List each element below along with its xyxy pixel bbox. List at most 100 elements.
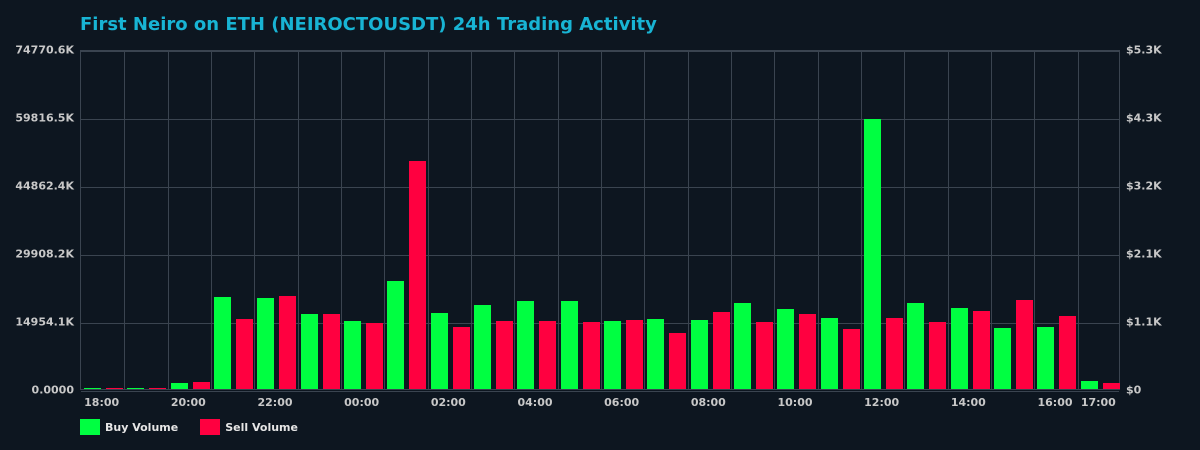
- gridline-vertical: [471, 51, 472, 389]
- x-tick-label: 06:00: [604, 396, 640, 409]
- sell-volume-bar: [1016, 299, 1033, 389]
- buy-volume-bar: [604, 320, 621, 389]
- buy-volume-bar: [214, 297, 231, 389]
- right-y-tick-label: $3.2K: [1126, 179, 1162, 193]
- legend-swatch: [200, 419, 221, 435]
- x-tick-label: 14:00: [950, 396, 986, 409]
- legend: Buy Volume Sell Volume: [80, 419, 320, 435]
- x-tick-label: 12:00: [864, 396, 900, 409]
- sell-volume-bar: [106, 388, 123, 389]
- x-tick-label: 08:00: [690, 396, 726, 409]
- sell-volume-bar: [799, 313, 817, 389]
- gridline-vertical: [514, 51, 515, 389]
- x-tick-label: 04:00: [517, 396, 553, 409]
- x-tick-label: 10:00: [777, 396, 813, 409]
- buy-volume-bar: [257, 298, 275, 389]
- buy-volume-bar: [84, 388, 101, 389]
- gridline-horizontal: [81, 119, 1119, 120]
- sell-volume-bar: [582, 322, 600, 389]
- legend-label: Sell Volume: [225, 420, 298, 434]
- gridline-vertical: [991, 51, 992, 389]
- gridline-vertical: [298, 51, 299, 389]
- gridline-horizontal: [81, 391, 1119, 392]
- right-y-tick-label: $1.1K: [1126, 315, 1162, 329]
- gridline-vertical: [818, 51, 819, 389]
- buy-volume-bar: [127, 388, 145, 389]
- right-y-tick-label: $0: [1126, 383, 1142, 397]
- gridline-horizontal: [81, 51, 1119, 52]
- sell-volume-bar: [842, 328, 860, 389]
- left-y-tick-label: 0.0000: [31, 383, 74, 397]
- sell-volume-bar: [929, 322, 947, 389]
- left-y-tick-label: 59816.5K: [15, 111, 74, 125]
- sell-volume-bar: [279, 295, 297, 389]
- x-tick-label: 17:00: [1080, 396, 1116, 409]
- sell-volume-bar: [626, 319, 643, 389]
- sell-volume-bar: [756, 322, 773, 389]
- right-y-tick-label: $2.1K: [1126, 247, 1162, 261]
- gridline-vertical: [211, 51, 212, 389]
- sell-volume-bar: [322, 313, 340, 389]
- gridline-vertical: [688, 51, 689, 389]
- left-y-tick-label: 74770.6K: [15, 43, 74, 57]
- plot-area: [80, 50, 1120, 392]
- buy-volume-bar: [430, 313, 448, 389]
- chart-title: First Neiro on ETH (NEIROCTOUSDT) 24h Tr…: [80, 14, 657, 35]
- gridline-vertical: [558, 51, 559, 389]
- gridline-vertical: [948, 51, 949, 389]
- sell-volume-bar: [1102, 383, 1120, 389]
- gridline-vertical: [428, 51, 429, 389]
- legend-swatch: [80, 419, 100, 435]
- x-tick-label: 02:00: [430, 396, 466, 409]
- right-y-tick-label: $4.3K: [1126, 111, 1162, 125]
- sell-volume-bar: [236, 318, 253, 389]
- gridline-vertical: [644, 51, 645, 389]
- buy-volume-bar: [647, 318, 665, 389]
- buy-volume-bar: [777, 308, 795, 389]
- x-tick-label: 22:00: [257, 396, 293, 409]
- buy-volume-bar: [734, 303, 751, 389]
- left-y-tick-label: 14954.1K: [15, 315, 74, 329]
- sell-volume-bar: [1059, 315, 1077, 389]
- legend-item-buy[interactable]: Buy Volume: [80, 419, 178, 435]
- gridline-vertical: [1078, 51, 1079, 389]
- buy-volume-bar: [170, 383, 188, 389]
- x-tick-label: 16:00: [1037, 396, 1073, 409]
- buy-volume-bar: [950, 308, 968, 389]
- buy-volume-bar: [820, 318, 838, 389]
- sell-volume-bar: [669, 333, 687, 389]
- buy-volume-bar: [474, 304, 491, 389]
- left-y-tick-label: 44862.4K: [15, 179, 74, 193]
- buy-volume-bar: [907, 303, 925, 389]
- buy-volume-bar: [1080, 380, 1098, 389]
- gridline-vertical: [731, 51, 732, 389]
- sell-volume-bar: [886, 318, 903, 389]
- x-tick-label: 18:00: [84, 396, 120, 409]
- buy-volume-bar: [690, 319, 708, 389]
- right-y-tick-label: $5.3K: [1126, 43, 1162, 57]
- gridline-horizontal: [81, 323, 1119, 324]
- sell-volume-bar: [149, 388, 167, 389]
- buy-volume-bar: [344, 320, 361, 389]
- gridline-vertical: [904, 51, 905, 389]
- sell-volume-bar: [496, 321, 513, 389]
- sell-volume-bar: [409, 161, 427, 389]
- buy-volume-bar: [300, 313, 318, 389]
- gridline-vertical: [168, 51, 169, 389]
- gridline-vertical: [341, 51, 342, 389]
- gridline-vertical: [124, 51, 125, 389]
- legend-item-sell[interactable]: Sell Volume: [200, 419, 298, 435]
- gridline-vertical: [384, 51, 385, 389]
- buy-volume-bar: [1037, 327, 1055, 389]
- x-tick-label: 00:00: [344, 396, 380, 409]
- left-y-tick-label: 29908.2K: [15, 247, 74, 261]
- buy-volume-bar: [864, 118, 881, 389]
- buy-volume-bar: [517, 300, 535, 389]
- sell-volume-bar: [452, 327, 470, 389]
- gridline-vertical: [774, 51, 775, 389]
- sell-volume-bar: [972, 310, 990, 389]
- x-tick-label: 20:00: [170, 396, 206, 409]
- gridline-vertical: [1034, 51, 1035, 389]
- sell-volume-bar: [366, 322, 383, 389]
- gridline-vertical: [861, 51, 862, 389]
